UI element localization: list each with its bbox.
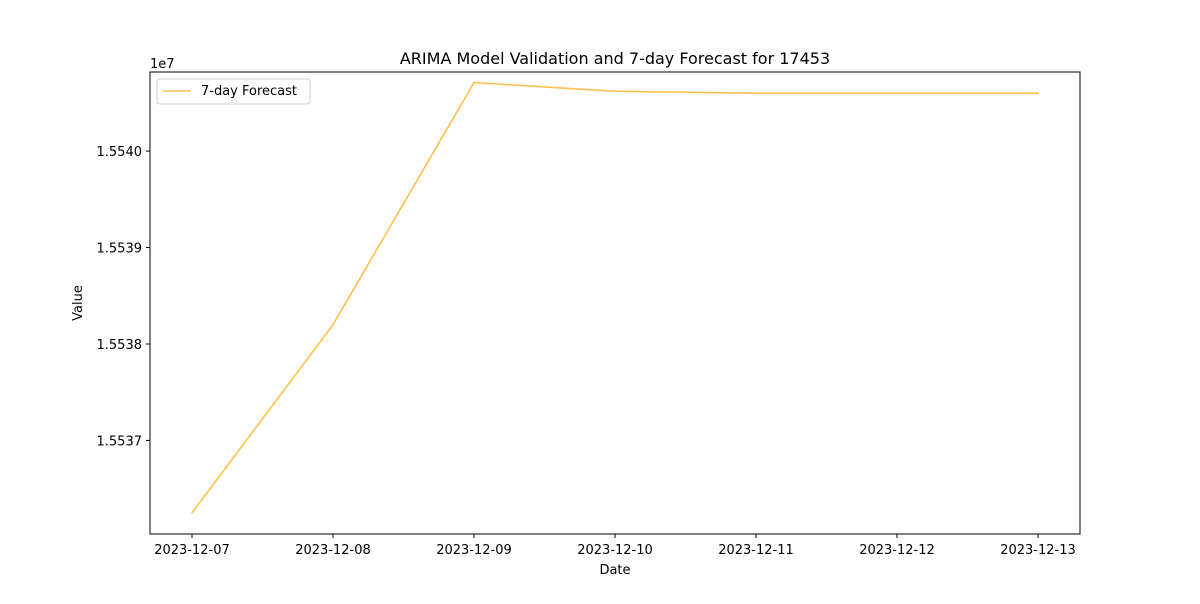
x-tick-label: 2023-12-11 [718,543,794,558]
x-tick-label: 2023-12-12 [859,543,935,558]
plot-frame [149,71,1081,535]
y-tick-label: 1.5537 [97,434,143,449]
y-tick-label: 1.5540 [97,145,143,160]
legend-box [156,78,311,105]
y-axis-ticks: 1.5537 1.5538 1.5539 1.5540 [97,145,150,449]
y-axis-offset-label: 1e7 [150,57,175,72]
forecast-data-point [191,511,193,514]
x-tick-label: 2023-12-07 [154,543,230,558]
y-axis-label: Value [71,285,86,321]
chart-title: ARIMA Model Validation and 7-day Forecas… [400,49,830,68]
legend: 7-day Forecast [156,78,311,105]
series-layer [191,81,1039,514]
x-tick-label: 2023-12-13 [1000,543,1076,558]
y-tick-label: 1.5539 [97,242,143,257]
x-axis-ticks: 2023-12-07 2023-12-08 2023-12-09 2023-12-10… [154,534,1076,558]
forecast-data-point [896,92,898,95]
x-tick-label: 2023-12-09 [436,543,512,558]
legend-label: 7-day Forecast [201,84,297,99]
forecast-data-point [1037,92,1039,95]
x-tick-label: 2023-12-10 [577,543,653,558]
x-tick-label: 2023-12-08 [295,543,371,558]
forecast-data-point [473,81,475,84]
y-tick-label: 1.5538 [97,338,143,353]
forecast-data-point [332,323,334,326]
x-axis-label: Date [599,563,630,578]
forecast-data-point [755,92,757,95]
forecast-data-point [614,90,616,93]
